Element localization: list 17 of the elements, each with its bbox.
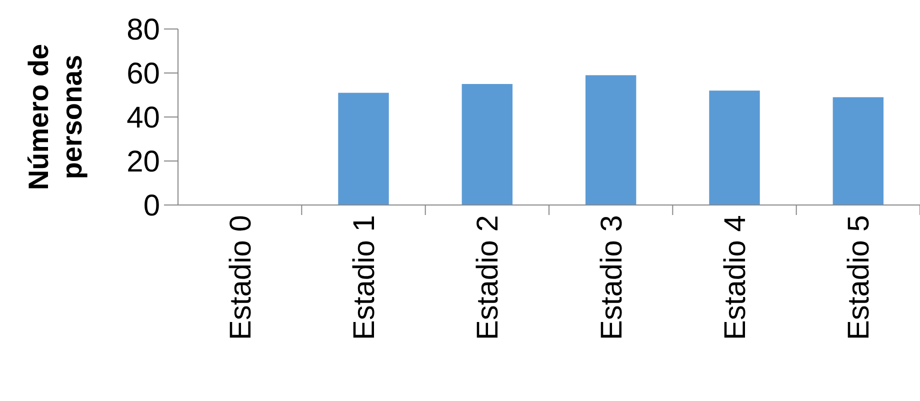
bar (585, 75, 636, 205)
y-tick-label: 80 (126, 14, 160, 46)
x-tick-label: Estadio 0 (224, 215, 258, 340)
x-tick-label: Estadio 5 (842, 215, 876, 340)
x-tick-label: Estadio 3 (595, 215, 628, 340)
x-tick-label: Estadio 1 (348, 215, 381, 340)
y-tick-label: 20 (126, 146, 160, 178)
y-tick-label: 0 (143, 190, 160, 222)
x-tick-label: Estadio 2 (472, 215, 505, 340)
y-tick-label: 60 (126, 58, 160, 90)
x-tick-label: Estadio 4 (719, 215, 752, 340)
bar (709, 90, 760, 205)
bar (338, 92, 389, 205)
y-axis-title: Número de personas (22, 44, 88, 190)
bar (462, 84, 513, 205)
y-tick-label: 40 (126, 102, 160, 134)
bar (832, 97, 884, 205)
